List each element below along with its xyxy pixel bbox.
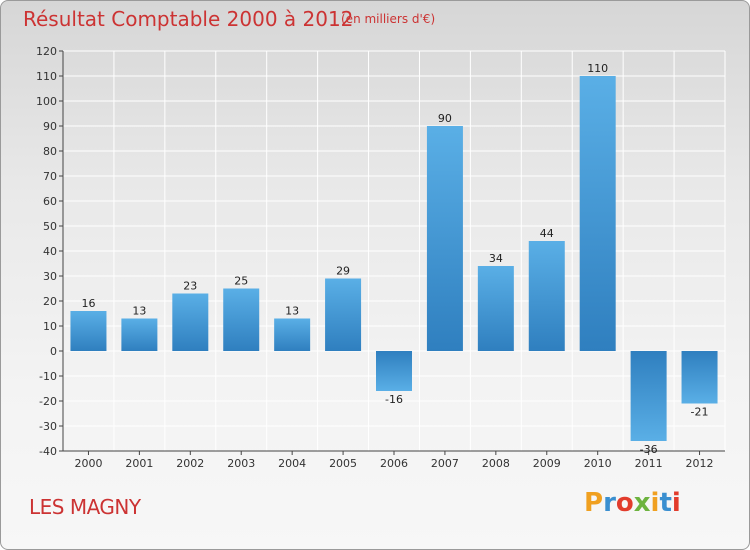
logo-letter: r xyxy=(603,488,616,518)
chart-subtitle: (en milliers d'€) xyxy=(341,12,436,26)
logo-letter: x xyxy=(633,488,651,518)
y-tick-label: 10 xyxy=(43,320,57,333)
data-label: 13 xyxy=(132,305,146,318)
bar xyxy=(172,293,209,351)
y-tick-label: 30 xyxy=(43,270,57,283)
x-tick-label: 2001 xyxy=(125,457,153,470)
y-tick-label: -10 xyxy=(39,370,57,383)
bar xyxy=(630,351,667,441)
logo-letter: P xyxy=(584,488,604,518)
proxiti-logo[interactable]: Proxiti xyxy=(584,488,681,518)
x-tick-label: 2007 xyxy=(431,457,459,470)
data-label: 16 xyxy=(81,297,95,310)
bar xyxy=(579,76,616,351)
bar xyxy=(70,311,107,351)
x-tick-label: 2006 xyxy=(380,457,408,470)
bar xyxy=(274,318,311,351)
bar xyxy=(376,351,412,391)
data-label: 29 xyxy=(336,265,350,278)
y-tick-label: 110 xyxy=(36,70,57,83)
bar xyxy=(325,278,362,351)
logo-letter: i xyxy=(671,488,681,518)
chart-title: Résultat Comptable 2000 à 2012 xyxy=(23,7,354,31)
y-tick-label: 50 xyxy=(43,220,57,233)
x-tick-label: 2005 xyxy=(329,457,357,470)
bar xyxy=(528,241,565,351)
bar xyxy=(121,318,158,351)
y-tick-label: 70 xyxy=(43,170,57,183)
y-tick-label: -30 xyxy=(39,420,57,433)
x-tick-label: 2009 xyxy=(533,457,561,470)
data-label: 90 xyxy=(438,112,452,125)
y-tick-label: 20 xyxy=(43,295,57,308)
commune-name: LES MAGNY xyxy=(29,495,141,519)
y-tick-label: 90 xyxy=(43,120,57,133)
bar xyxy=(426,126,463,351)
y-tick-label: 0 xyxy=(50,345,57,358)
data-label: -36 xyxy=(640,443,658,456)
logo-letter: o xyxy=(615,488,634,518)
data-label: 34 xyxy=(489,252,503,265)
x-tick-label: 2010 xyxy=(584,457,612,470)
y-tick-label: 80 xyxy=(43,145,57,158)
y-tick-label: 120 xyxy=(36,45,57,58)
data-label: 13 xyxy=(285,305,299,318)
bar xyxy=(681,351,718,404)
label-layer: 16 13 23 25 13 29 -16 90 34 44 110 -36 -21 xyxy=(81,62,708,456)
x-tick-label: 2002 xyxy=(176,457,204,470)
x-tick-label: 2012 xyxy=(686,457,714,470)
data-label: 23 xyxy=(183,280,197,293)
x-tick-label: 2008 xyxy=(482,457,510,470)
y-tick-label: 40 xyxy=(43,245,57,258)
y-tick-label: 100 xyxy=(36,95,57,108)
data-label: 110 xyxy=(587,62,608,75)
x-tick-label: 2004 xyxy=(278,457,306,470)
y-tick-label: 60 xyxy=(43,195,57,208)
x-tick-label: 2003 xyxy=(227,457,255,470)
logo-letter: t xyxy=(659,488,672,518)
bar xyxy=(477,266,514,351)
logo-letter: i xyxy=(650,488,660,518)
bar-layer xyxy=(70,76,718,441)
y-tick-label: -20 xyxy=(39,395,57,408)
bar xyxy=(223,288,260,351)
axis-layer: 1201101009080706050403020100-10-20-30-40… xyxy=(36,45,725,470)
x-tick-label: 2000 xyxy=(74,457,102,470)
data-label: 44 xyxy=(540,227,554,240)
data-label: -16 xyxy=(385,393,403,406)
data-label: 25 xyxy=(234,275,248,288)
y-tick-label: -40 xyxy=(39,445,57,458)
data-label: -21 xyxy=(691,406,709,419)
x-tick-label: 2011 xyxy=(635,457,663,470)
